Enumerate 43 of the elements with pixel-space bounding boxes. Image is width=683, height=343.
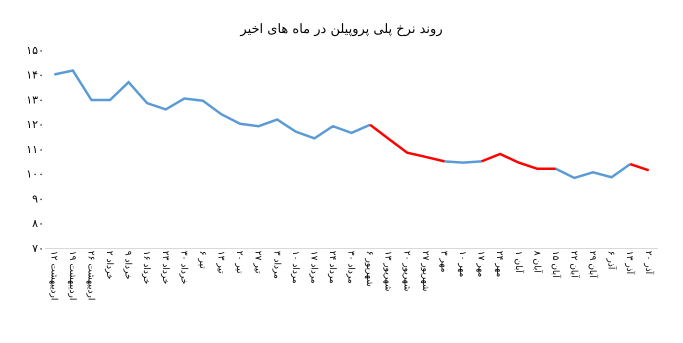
y-tick-label: ۱۳۰ — [26, 93, 44, 106]
x-tick-label: ۲۰ تیر — [234, 250, 244, 274]
x-tick-label: ۶ آذر — [606, 250, 618, 270]
x-tick-label: ۱۵ آبان — [550, 250, 562, 278]
x-tick-label: ۱۲ اردیبهشت — [48, 250, 58, 300]
x-tick-label: ۱ آبان — [512, 250, 525, 274]
y-tick-label: ۱۴۰ — [26, 68, 44, 82]
x-tick-label: ۲۴ مهر — [494, 250, 504, 278]
x-tick-label: ۲۰ شهریور — [401, 250, 412, 292]
x-tick-label: ۱۰ مرداد — [290, 250, 300, 284]
x-tick-label: ۳۰ خرداد — [178, 250, 188, 284]
y-tick-label: ۹۰ — [32, 192, 44, 206]
x-tick-label: ۱۰ مهر — [457, 250, 468, 278]
x-tick-label: ۲۰ آذر — [642, 250, 655, 275]
x-tick-label: ۲۴ مرداد — [326, 250, 337, 284]
x-tick-label: ۱۷ مرداد — [308, 250, 318, 284]
x-tick-label: ۲۹ آبان — [587, 250, 600, 278]
x-tick-label: ۲ خرداد — [104, 250, 114, 280]
y-tick-label: ۱۵۰ — [26, 44, 44, 57]
x-tick-label: ۶ شهریور — [364, 250, 374, 287]
x-tick-label: ۳ مهر — [438, 250, 448, 273]
x-tick-label: ۹ خرداد — [122, 250, 133, 280]
x-tick-label: ۳۰ مرداد — [346, 250, 356, 284]
x-tick-label: ۳ مرداد — [271, 250, 282, 279]
y-tick-label: ۱۲۰ — [26, 118, 44, 132]
x-tick-label: ۱۹ اردیبهشت — [66, 250, 77, 300]
x-tick-label: ۸ آبان — [531, 250, 544, 274]
x-tick-label: ۲۲ آبان — [568, 250, 580, 278]
x-tick-label: ۱۶ خرداد — [141, 250, 152, 284]
x-tick-label: ۱۳ تیر — [216, 250, 226, 274]
x-tick-label: ۲۶ اردیبهشت — [86, 250, 96, 300]
x-tick-label: ۲۷ شهریور — [420, 250, 430, 292]
x-tick-label: ۱۳ شهریور — [382, 250, 393, 292]
chart-title: روند نرخ پلی پروپیلن در ماه های اخیر — [239, 22, 443, 38]
x-tick-label: ۲۷ تیر — [252, 250, 263, 274]
y-tick-label: ۷۰ — [32, 242, 44, 255]
x-tick-label: ۱۳ آذر — [624, 250, 636, 275]
y-tick-label: ۱۱۰ — [26, 142, 44, 156]
x-tick-label: ۶ تیر — [196, 250, 207, 270]
y-tick-label: ۱۰۰ — [26, 168, 44, 181]
x-tick-label: ۲۳ خرداد — [160, 250, 170, 284]
x-tick-label: ۱۷ مهر — [476, 250, 486, 278]
y-tick-label: ۸۰ — [32, 217, 44, 230]
